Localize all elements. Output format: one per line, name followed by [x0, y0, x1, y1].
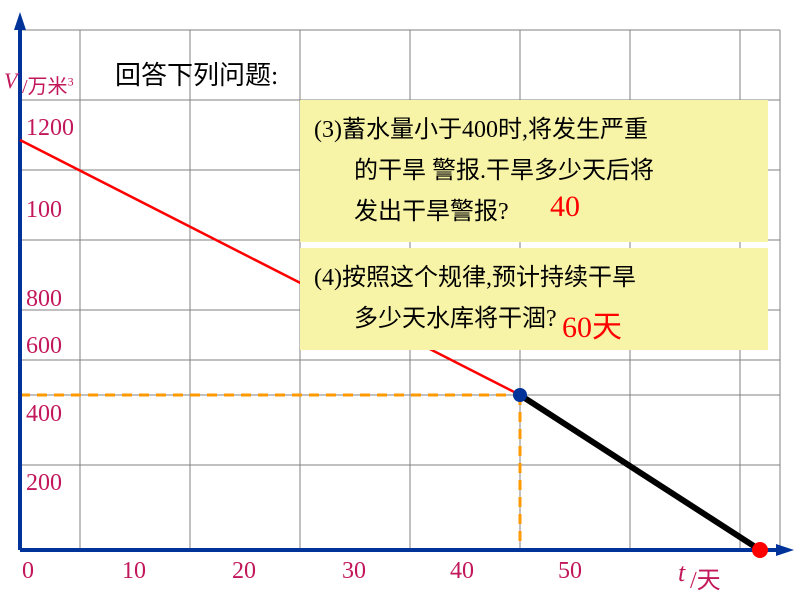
ytick-400: 400	[26, 401, 62, 428]
q3-line1: (3)蓄水量小于400时,将发生严重	[314, 110, 756, 151]
xtick-30: 30	[342, 558, 366, 585]
x-axis-var: t	[678, 558, 685, 588]
ytick-100: 100	[26, 197, 62, 224]
q4-line2: 多少天水库将干涸?	[314, 299, 756, 340]
xtick-0: 0	[22, 558, 34, 585]
q3-line2: 的干旱 警报.干旱多少天后将	[314, 151, 756, 192]
y-axis-var: V	[4, 68, 17, 94]
ytick-200: 200	[26, 470, 62, 497]
ytick-1200: 1200	[26, 115, 74, 142]
ytick-600: 600	[26, 333, 62, 360]
y-axis-sup: 3	[68, 74, 74, 88]
x-axis-unit: /天	[690, 560, 721, 595]
y-axis-unit-text: /万米	[22, 76, 68, 98]
reference-lines	[20, 395, 520, 550]
ytick-800: 800	[26, 286, 62, 313]
question-4-box: (4)按照这个规律,预计持续干旱 多少天水库将干涸?	[300, 248, 768, 350]
q3-line3: 发出干旱警报?	[314, 192, 756, 233]
marker-midpoint	[513, 388, 527, 402]
x-arrow-icon	[776, 544, 794, 556]
xtick-50: 50	[558, 558, 582, 585]
xtick-20: 20	[232, 558, 256, 585]
xtick-10: 10	[122, 558, 146, 585]
xtick-40: 40	[450, 558, 474, 585]
y-arrow-icon	[14, 12, 26, 30]
chart-title: 回答下列问题:	[115, 55, 278, 92]
data-line-black	[520, 395, 760, 550]
q3-answer: 40	[550, 190, 580, 224]
marker-endpoint	[752, 542, 768, 558]
q4-answer: 60天	[562, 302, 622, 346]
chart-canvas: 回答下列问题: V /万米3 t /天 1200 100 800 600 400…	[0, 0, 794, 596]
y-axis-unit: /万米3	[22, 70, 74, 99]
question-3-box: (3)蓄水量小于400时,将发生严重 的干旱 警报.干旱多少天后将 发出干旱警报…	[300, 100, 768, 242]
q4-line1: (4)按照这个规律,预计持续干旱	[314, 258, 756, 299]
